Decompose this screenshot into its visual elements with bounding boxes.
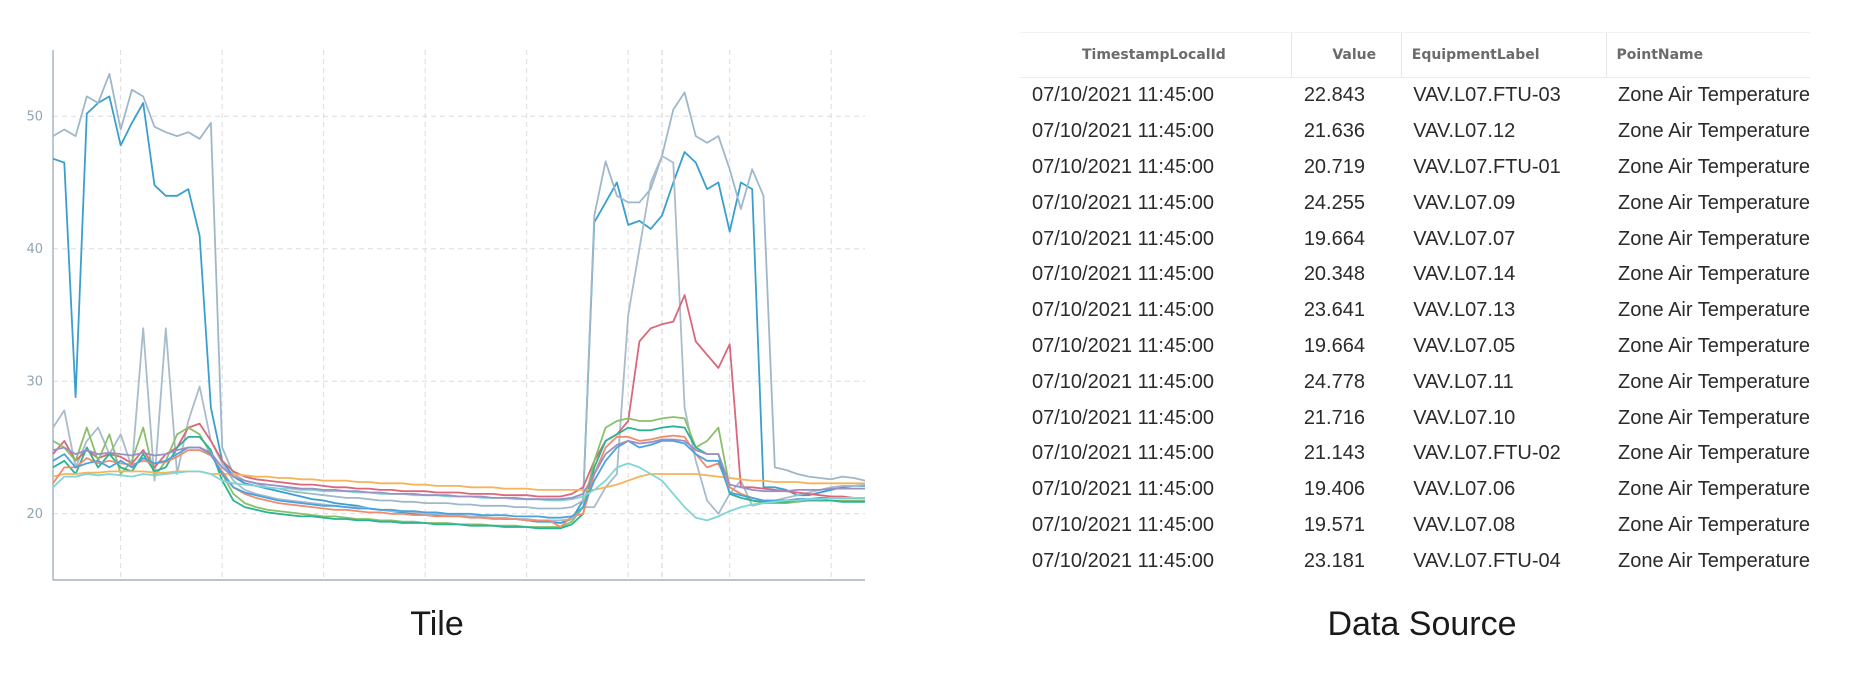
chart-grid	[53, 50, 865, 580]
cell-equipment: VAV.L07.13	[1413, 299, 1516, 322]
table-row[interactable]: 07/10/2021 11:45:00 23.641 VAV.L07.13 Zone …	[1020, 293, 1810, 329]
series-line-4[interactable]	[52, 294, 865, 499]
cell-pointname: Zone Air Temperature	[1618, 334, 1810, 357]
y-tick-label: 40	[26, 242, 43, 257]
cell-equipment: VAV.L07.12	[1413, 120, 1516, 143]
table-row[interactable]: 07/10/2021 11:45:00 21.716 VAV.L07.10 Zone …	[1020, 400, 1810, 436]
cell-equipment: VAV.L07.06	[1413, 478, 1516, 501]
table-row[interactable]: 07/10/2021 11:45:00 19.571 VAV.L07.08 Zone …	[1020, 508, 1810, 544]
column-header-value[interactable]: Value	[1291, 32, 1402, 78]
table-row[interactable]: 07/10/2021 11:45:00 24.255 VAV.L07.09 Zone …	[1020, 185, 1810, 221]
cell-equipment: VAV.L07.FTU-04	[1413, 549, 1561, 572]
cell-value: 19.406	[1303, 478, 1365, 501]
cell-pointname: Zone Air Temperature	[1618, 370, 1810, 393]
cell-equipment: VAV.L07.14	[1413, 263, 1516, 286]
line-chart: 20 30 40 50	[26, 50, 866, 581]
cell-value: 21.636	[1303, 120, 1365, 143]
cell-value: 19.571	[1303, 513, 1365, 536]
table-row[interactable]: 07/10/2021 11:45:00 19.664 VAV.L07.07 Zone …	[1020, 221, 1810, 257]
cell-timestamp: 07/10/2021 11:45:00	[1032, 513, 1215, 536]
cell-pointname: Zone Air Temperature	[1618, 227, 1810, 250]
table-row[interactable]: 07/10/2021 11:45:00 19.406 VAV.L07.06 Zone …	[1020, 472, 1810, 508]
cell-timestamp: 07/10/2021 11:45:00	[1032, 370, 1215, 393]
cell-value: 19.664	[1303, 227, 1365, 250]
table-row[interactable]: 07/10/2021 11:45:00 21.636 VAV.L07.12 Zone …	[1020, 114, 1810, 150]
cell-value: 21.716	[1303, 406, 1365, 429]
column-header-pointname[interactable]: PointName	[1605, 32, 1810, 78]
y-tick-label: 20	[26, 507, 43, 522]
cell-equipment: VAV.L07.FTU-02	[1413, 442, 1561, 465]
cell-pointname: Zone Air Temperature	[1618, 549, 1810, 572]
chart-axes: 20 30 40 50	[26, 50, 865, 581]
cell-equipment: VAV.L07.09	[1413, 191, 1516, 214]
cell-equipment: VAV.L07.07	[1413, 227, 1516, 250]
series-line-2[interactable]	[52, 72, 866, 510]
series-line-6[interactable]	[52, 425, 865, 530]
cell-timestamp: 07/10/2021 11:45:00	[1032, 549, 1215, 572]
y-tick-label: 50	[26, 109, 43, 124]
column-header-equipment[interactable]: EquipmentLabel	[1400, 32, 1607, 78]
cell-equipment: VAV.L07.10	[1413, 406, 1516, 429]
table-row[interactable]: 07/10/2021 11:45:00 19.664 VAV.L07.05 Zone …	[1020, 329, 1810, 365]
cell-value: 23.181	[1303, 549, 1365, 572]
table-body: 07/10/2021 11:45:00 22.843 VAV.L07.FTU-03 Z…	[1020, 78, 1810, 580]
cell-timestamp: 07/10/2021 11:45:00	[1032, 334, 1215, 357]
cell-value: 24.255	[1303, 191, 1365, 214]
cell-pointname: Zone Air Temperature	[1618, 120, 1810, 143]
cell-value: 23.641	[1303, 299, 1365, 322]
cell-timestamp: 07/10/2021 11:45:00	[1032, 155, 1215, 178]
cell-equipment: VAV.L07.FTU-01	[1413, 155, 1561, 178]
cell-value: 21.143	[1303, 442, 1365, 465]
table-row[interactable]: 07/10/2021 11:45:00 23.181 VAV.L07.FTU-04 Z…	[1020, 543, 1810, 579]
cell-value: 24.778	[1303, 370, 1365, 393]
column-header-timestamp[interactable]: TimestampLocalId	[1020, 32, 1292, 78]
data-source-table: TimestampLocalId Value EquipmentLabel Po…	[1020, 32, 1810, 579]
cell-timestamp: 07/10/2021 11:45:00	[1032, 299, 1215, 322]
cell-pointname: Zone Air Temperature	[1618, 406, 1810, 429]
series-line-8[interactable]	[52, 434, 865, 528]
cell-pointname: Zone Air Temperature	[1618, 442, 1810, 465]
cell-pointname: Zone Air Temperature	[1618, 299, 1810, 322]
cell-value: 20.348	[1303, 263, 1365, 286]
cell-equipment: VAV.L07.11	[1413, 370, 1514, 393]
cell-pointname: Zone Air Temperature	[1618, 478, 1810, 501]
cell-timestamp: 07/10/2021 11:45:00	[1032, 406, 1215, 429]
cell-equipment: VAV.L07.FTU-03	[1413, 84, 1561, 107]
table-row[interactable]: 07/10/2021 11:45:00 20.719 VAV.L07.FTU-01 Z…	[1020, 150, 1810, 186]
y-tick-label: 30	[26, 374, 43, 389]
tile-caption: Tile	[410, 605, 464, 643]
cell-value: 22.843	[1303, 84, 1365, 107]
cell-pointname: Zone Air Temperature	[1618, 84, 1810, 107]
cell-value: 19.664	[1303, 334, 1365, 357]
cell-timestamp: 07/10/2021 11:45:00	[1032, 120, 1215, 143]
series-line-11[interactable]	[52, 438, 865, 501]
series-line-3[interactable]	[52, 155, 866, 522]
cell-equipment: VAV.L07.08	[1413, 513, 1516, 536]
cell-timestamp: 07/10/2021 11:45:00	[1032, 84, 1215, 107]
table-row[interactable]: 07/10/2021 11:45:00 22.843 VAV.L07.FTU-03 Z…	[1020, 78, 1810, 114]
cell-value: 20.719	[1303, 155, 1365, 178]
table-row[interactable]: 07/10/2021 11:45:00 21.143 VAV.L07.FTU-02 Z…	[1020, 436, 1810, 472]
cell-timestamp: 07/10/2021 11:45:00	[1032, 263, 1215, 286]
cell-timestamp: 07/10/2021 11:45:00	[1032, 478, 1215, 501]
cell-timestamp: 07/10/2021 11:45:00	[1032, 191, 1215, 214]
table-row[interactable]: 07/10/2021 11:45:00 24.778 VAV.L07.11 Zone …	[1020, 364, 1810, 400]
cell-timestamp: 07/10/2021 11:45:00	[1032, 227, 1215, 250]
chart-series-group	[52, 72, 866, 530]
cell-timestamp: 07/10/2021 11:45:00	[1032, 442, 1215, 465]
series-line-1[interactable]	[52, 95, 865, 524]
cell-pointname: Zone Air Temperature	[1618, 513, 1810, 536]
cell-equipment: VAV.L07.05	[1413, 334, 1516, 357]
cell-pointname: Zone Air Temperature	[1618, 155, 1810, 178]
table-header-row: TimestampLocalId Value EquipmentLabel Po…	[1020, 32, 1810, 78]
cell-pointname: Zone Air Temperature	[1618, 263, 1810, 286]
data-source-caption: Data Source	[1327, 605, 1517, 643]
table-row[interactable]: 07/10/2021 11:45:00 20.348 VAV.L07.14 Zone …	[1020, 257, 1810, 293]
cell-pointname: Zone Air Temperature	[1618, 191, 1810, 214]
